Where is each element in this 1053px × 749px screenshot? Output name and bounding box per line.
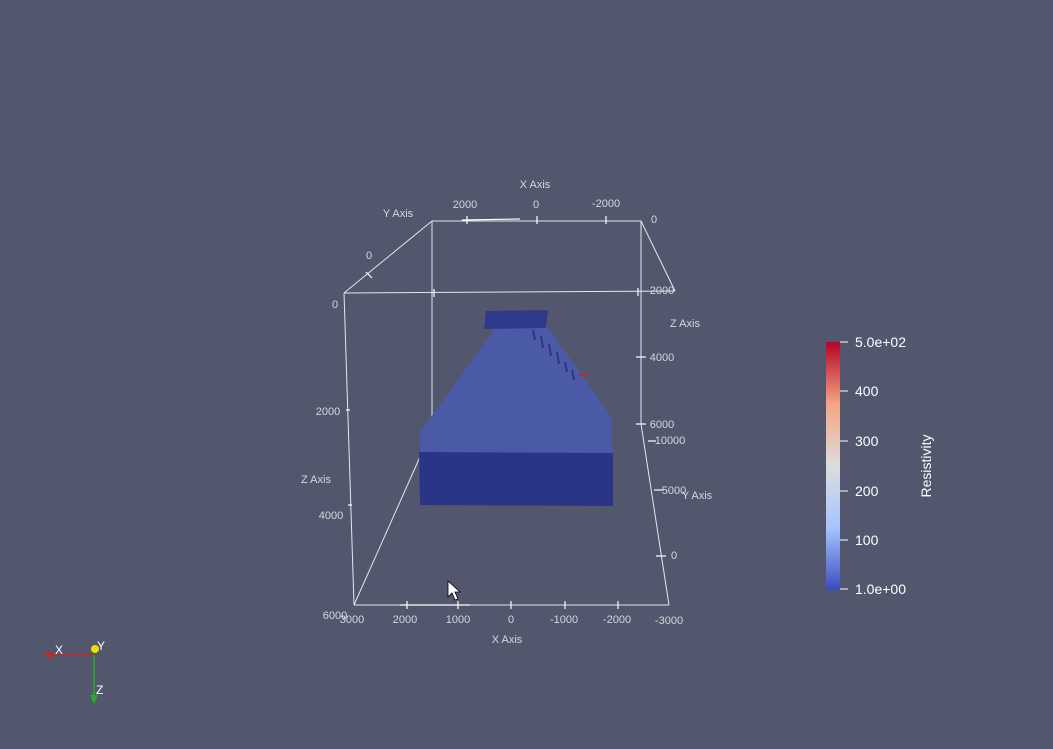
- mesh-front-face: [419, 452, 613, 506]
- y-axis-right-title: Y Axis: [682, 490, 713, 502]
- z-right-tick-label: 6000: [650, 419, 674, 431]
- x-axis-top-title: X Axis: [520, 179, 551, 191]
- top-front-edge: [343, 290, 676, 294]
- z-right-tick-label: 4000: [650, 352, 674, 364]
- colorbar-label: 5.0e+02: [855, 334, 906, 350]
- y-right-tick-label: 5000: [662, 485, 686, 497]
- z-left-tick-label: 2000: [316, 406, 340, 418]
- x-bottom-tick-label: -3000: [655, 615, 683, 627]
- colorbar-label: 1.0e+00: [855, 581, 906, 597]
- mesh-top-face: [484, 310, 548, 329]
- mesh-step-edges: [532, 329, 575, 381]
- orientation-x-label: X: [55, 643, 63, 657]
- z-arrow-head-icon: [90, 695, 98, 704]
- colorbar-label: 400: [855, 383, 879, 399]
- x-top-tick-label: -2000: [592, 198, 620, 210]
- y-axis-dot-icon: [91, 645, 99, 653]
- x-bottom-tick-label: 3000: [340, 614, 364, 626]
- x-bottom-tick-label: 1000: [446, 614, 470, 626]
- left-front-edge: [343, 292, 355, 606]
- x-bottom-tick-label: -2000: [603, 614, 631, 626]
- mouse-cursor-icon: [447, 580, 462, 601]
- x-top-tick-label: 2000: [453, 199, 477, 211]
- z-axis-left-title: Z Axis: [301, 474, 331, 486]
- top-right-edge: [640, 220, 676, 292]
- x-arrow-head-icon: [43, 651, 52, 659]
- resistivity-mesh[interactable]: [419, 310, 613, 506]
- y-top-tick-label: 0: [366, 250, 372, 262]
- colorbar-title: Resistivity: [918, 434, 934, 497]
- z-left-tick-label: 4000: [319, 510, 343, 522]
- x-bottom-tick-label: 2000: [393, 614, 417, 626]
- color-legend[interactable]: 5.0e+02 400 300 200 100 1.0e+00 Resistiv…: [826, 334, 934, 597]
- x-axis-bottom-title: X Axis: [492, 634, 523, 646]
- z-left-tick-label: 6000: [323, 610, 347, 622]
- orientation-z-label: Z: [96, 683, 103, 697]
- bottom-left-edge: [353, 429, 433, 606]
- orientation-y-label: Y: [97, 639, 105, 653]
- orientation-axes-widget: X Y Z: [43, 639, 105, 704]
- z-right-tick-label: 2000: [650, 285, 674, 297]
- cube-axes: [343, 216, 676, 609]
- x-bottom-tick-label: 0: [508, 614, 514, 626]
- x-bottom-tick-label: -1000: [550, 614, 578, 626]
- y-right-tick-label: 0: [671, 550, 677, 562]
- colorbar-gradient: [826, 342, 840, 590]
- x-top-tick-label: 0: [651, 214, 657, 226]
- colorbar-label: 200: [855, 483, 879, 499]
- x-top-tick-label: 0: [533, 199, 539, 211]
- axis-labels: X Axis 2000 0 -2000 0 Y Axis 0 0 Z Axis …: [301, 179, 713, 646]
- colorbar-label: 300: [855, 433, 879, 449]
- colorbar-ticks: [840, 341, 848, 590]
- top-left-edge: [343, 220, 433, 294]
- z-axis-right-title: Z Axis: [670, 318, 700, 330]
- y-right-tick-label: 10000: [655, 435, 686, 447]
- y-top-tick-label: 0: [332, 299, 338, 311]
- colorbar-label: 100: [855, 532, 879, 548]
- right-back-edge: [640, 423, 670, 606]
- mesh-slope-face: [420, 326, 612, 455]
- y-axis-top-title: Y Axis: [383, 208, 414, 220]
